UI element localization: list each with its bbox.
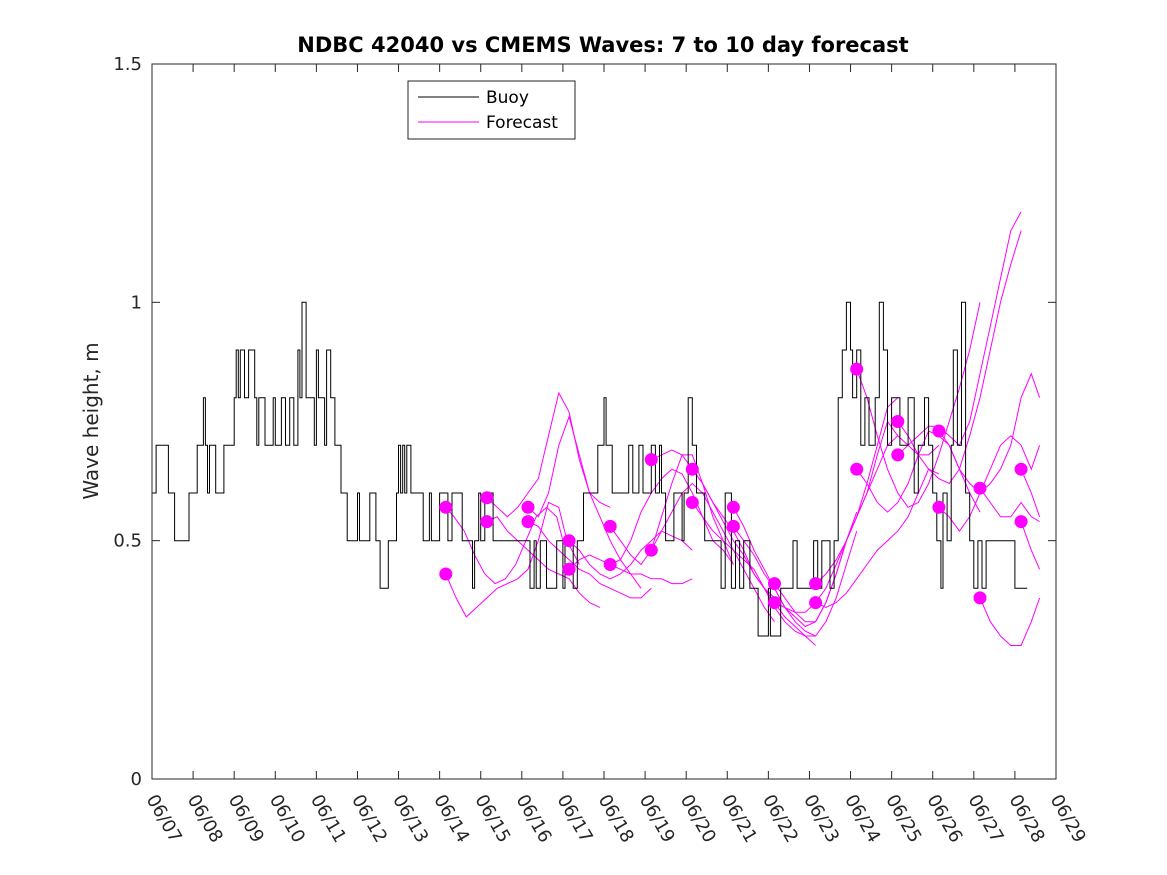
forecast-series-line xyxy=(486,516,601,608)
forecast-series-line xyxy=(1020,521,1041,570)
forecast-series-line xyxy=(732,507,858,637)
forecast-series-line xyxy=(691,502,816,637)
forecast-series-line xyxy=(527,415,642,589)
legend-buoy-label: Buoy xyxy=(486,88,529,108)
y-tick-label: 1.5 xyxy=(113,54,142,75)
forecast-start-marker xyxy=(726,500,740,514)
legend-box xyxy=(407,80,576,140)
forecast-start-marker xyxy=(809,577,823,591)
forecast-start-marker xyxy=(562,534,576,548)
forecast-start-marker xyxy=(685,496,699,509)
forecast-start-marker xyxy=(603,558,617,571)
forecast-start-markers-group xyxy=(439,362,1028,610)
forecast-start-marker xyxy=(973,591,987,605)
forecast-series-line xyxy=(1020,469,1041,517)
forecast-series-line xyxy=(774,397,899,613)
forecast-start-marker xyxy=(973,481,987,495)
forecast-series-line xyxy=(568,554,693,585)
forecast-start-marker xyxy=(480,515,494,529)
forecast-start-marker xyxy=(850,362,864,376)
forecast-start-marker xyxy=(726,519,740,533)
forecast-series-line xyxy=(938,435,1041,532)
forecast-start-marker xyxy=(644,453,658,467)
forecast-series-line xyxy=(691,468,816,646)
forecast-start-marker xyxy=(685,462,699,476)
forecast-start-marker xyxy=(603,519,617,533)
forecast-start-marker xyxy=(562,562,576,576)
plot-area xyxy=(152,211,1041,646)
forecast-series-line xyxy=(568,530,693,580)
forecast-start-marker xyxy=(480,491,494,505)
y-tick-label: 0.5 xyxy=(113,531,142,552)
forecast-start-marker xyxy=(1014,515,1028,529)
forecast-series-line xyxy=(609,454,734,566)
legend-forecast-label: Forecast xyxy=(486,113,558,133)
forecast-start-marker xyxy=(1014,462,1028,476)
forecast-series-line xyxy=(445,501,580,618)
forecast-start-marker xyxy=(809,596,823,610)
forecast-start-marker xyxy=(932,500,946,514)
forecast-start-marker xyxy=(439,500,453,514)
y-tick-label: 1 xyxy=(131,292,142,313)
forecast-series-line xyxy=(979,487,1040,523)
forecast-start-marker xyxy=(521,515,535,529)
y-axis: 0 0.5 1 1.5 xyxy=(113,54,1056,790)
forecast-start-marker xyxy=(521,500,535,514)
forecast-series-group xyxy=(445,211,1041,646)
forecast-series-line xyxy=(445,506,564,585)
forecast-series-line xyxy=(979,597,1041,646)
forecast-start-marker xyxy=(932,424,946,438)
forecast-start-marker xyxy=(768,596,781,610)
forecast-series-line xyxy=(938,372,1041,494)
forecast-series-line xyxy=(527,521,652,599)
forecast-start-marker xyxy=(891,448,905,462)
forecast-start-marker xyxy=(891,415,905,428)
forecast-series-line xyxy=(856,302,981,508)
forecast-start-marker xyxy=(439,567,453,581)
legend: Buoy Forecast xyxy=(407,80,576,140)
y-axis-label: Wave height, m xyxy=(79,342,103,499)
forecast-start-marker xyxy=(850,462,864,476)
chart-title: NDBC 42040 vs CMEMS Waves: 7 to 10 day f… xyxy=(297,33,908,57)
y-tick-label: 0 xyxy=(131,769,142,790)
forecast-start-marker xyxy=(768,577,781,591)
forecast-start-marker xyxy=(644,543,658,557)
